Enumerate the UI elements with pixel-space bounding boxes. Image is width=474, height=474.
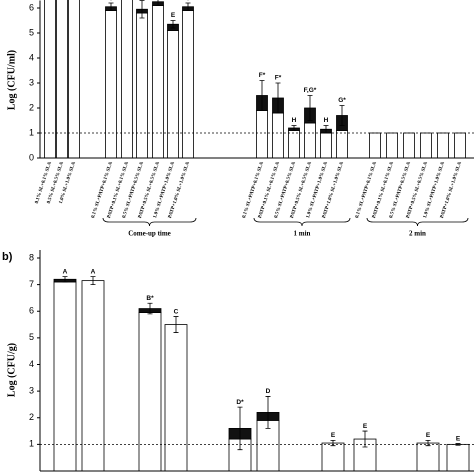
- bar: [68, 0, 80, 159]
- y-tick-label: 3: [29, 77, 34, 87]
- significance-letter: H: [324, 117, 329, 124]
- error-bar: [275, 82, 281, 114]
- error-bar: [425, 439, 431, 447]
- significance-letter: F,G*: [304, 87, 317, 94]
- y-tick-label: 1: [29, 439, 34, 449]
- significance-letter: E: [456, 435, 461, 442]
- significance-letter: B*: [146, 295, 154, 302]
- significance-letter: E: [426, 432, 431, 439]
- bar: [256, 110, 268, 159]
- significance-letter: H: [292, 117, 297, 124]
- error-bar: [339, 105, 345, 126]
- panel-label: b): [2, 251, 13, 263]
- significance-letter: D*: [236, 399, 244, 406]
- plot: A A B* C D* D E E E E: [53, 268, 470, 472]
- error-bar: [173, 316, 179, 333]
- plot: C,DDB,C,DEC,DF*F*HF,G*HG*: [44, 0, 466, 159]
- y-tick-label: 3: [29, 385, 34, 395]
- significance-letter: F*: [259, 72, 266, 79]
- error-bar: [90, 276, 96, 286]
- significance-letter: E: [363, 423, 368, 430]
- bar: [182, 10, 194, 159]
- y-tick-label: 0: [29, 152, 34, 162]
- y-tick-label: 1: [29, 127, 34, 137]
- y-axis-label: Log (CFU/g): [6, 343, 17, 397]
- y-tick-label: 5: [29, 27, 34, 37]
- error-bar: [108, 2, 114, 11]
- y-tick-label: 6: [29, 2, 34, 12]
- bar: [56, 0, 68, 159]
- y-axis-label: Log (CFU/ml): [6, 50, 17, 110]
- error-bar: [307, 95, 313, 121]
- significance-letter: C,D: [182, 0, 194, 2]
- y-tick-label: 5: [29, 332, 34, 342]
- bar: [336, 130, 348, 159]
- significance-letter: E: [171, 12, 176, 19]
- significance-letter: A: [63, 268, 68, 275]
- error-bar: [170, 20, 176, 29]
- bar: [272, 112, 284, 159]
- error-bar: [139, 0, 145, 19]
- error-bar: [155, 0, 161, 6]
- significance-letter: D: [266, 388, 271, 395]
- group-brace: [102, 217, 197, 227]
- bar: [386, 132, 398, 159]
- y-tick-label: 4: [29, 52, 34, 62]
- bar: [437, 132, 449, 159]
- y-tick-label: 6: [29, 306, 34, 316]
- bar: [320, 132, 332, 159]
- bar: [136, 12, 148, 159]
- error-bar: [259, 80, 265, 111]
- error-bar: [330, 439, 336, 447]
- bar: [138, 312, 162, 472]
- error-bar: [185, 2, 191, 11]
- y-tick-label: 7: [29, 279, 34, 289]
- bar: [454, 132, 466, 159]
- significance-letter: G*: [338, 97, 346, 104]
- group-brace: [366, 217, 469, 227]
- bar: [81, 280, 105, 472]
- y-tick-label: 2: [29, 102, 34, 112]
- group-label: 1 min: [294, 230, 311, 238]
- significance-letter: F*: [275, 75, 282, 82]
- bar: [416, 442, 440, 472]
- group-brace: [253, 217, 351, 227]
- y-tick-label: 8: [29, 252, 34, 262]
- error-bar: [265, 396, 271, 429]
- bar: [121, 0, 133, 159]
- bar: [288, 130, 300, 159]
- bar: [304, 122, 316, 159]
- significance-letter: C: [174, 308, 179, 315]
- y-tick-label: 2: [29, 412, 34, 422]
- group-label: 2 min: [409, 230, 426, 238]
- bar: [164, 324, 188, 472]
- bar: [44, 0, 56, 159]
- group-label: Come-up time: [128, 230, 171, 238]
- bar: [105, 10, 117, 159]
- bar: [53, 281, 77, 472]
- bar: [321, 442, 345, 472]
- y-tick-label: 4: [29, 359, 34, 369]
- error-bar: [291, 125, 297, 131]
- bar: [167, 30, 179, 159]
- bar: [152, 5, 164, 159]
- significance-letter: C,D: [105, 0, 117, 2]
- bar: [446, 443, 470, 472]
- bar: [403, 132, 415, 159]
- error-bar: [147, 302, 153, 315]
- significance-letter: A: [91, 268, 96, 275]
- bar: [420, 132, 432, 159]
- error-bar: [62, 276, 68, 283]
- bar: [369, 132, 381, 159]
- significance-letter: E: [331, 432, 336, 439]
- error-bar: [237, 406, 243, 451]
